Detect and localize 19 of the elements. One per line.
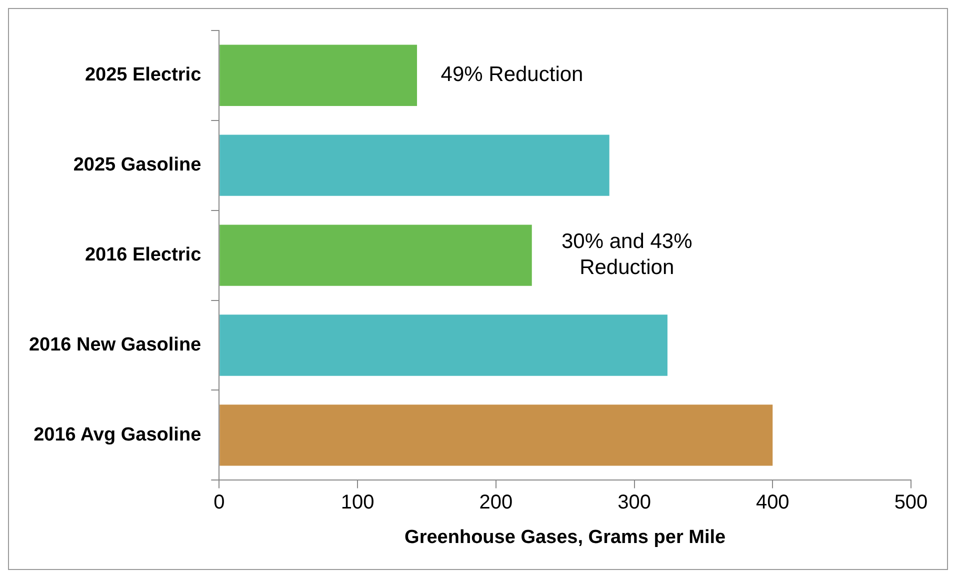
bar: [220, 404, 773, 466]
x-tick-label: 100: [340, 492, 374, 514]
y-tick-label: 2016 Electric: [84, 244, 202, 266]
x-tick-label: 300: [618, 492, 651, 514]
bar: [220, 224, 532, 286]
annotation: 49% Reduction: [440, 63, 584, 86]
bar: [220, 134, 610, 196]
annotation: 30% and 43% Reduction: [561, 230, 692, 280]
x-tick-label: 0: [214, 492, 225, 514]
bar: [220, 44, 418, 106]
y-tick-label: 2016 New Gasoline: [28, 334, 202, 356]
x-tick-label: 200: [479, 492, 513, 514]
bar: [220, 314, 668, 376]
y-tick-label: 2025 Electric: [84, 64, 202, 86]
x-axis-title: Greenhouse Gases, Grams per Mile: [404, 526, 726, 548]
y-tick-label: 2025 Gasoline: [73, 154, 202, 176]
x-tick-label: 400: [756, 492, 790, 514]
x-tick-label: 500: [894, 492, 928, 514]
y-tick-label: 2016 Avg Gasoline: [34, 424, 202, 446]
